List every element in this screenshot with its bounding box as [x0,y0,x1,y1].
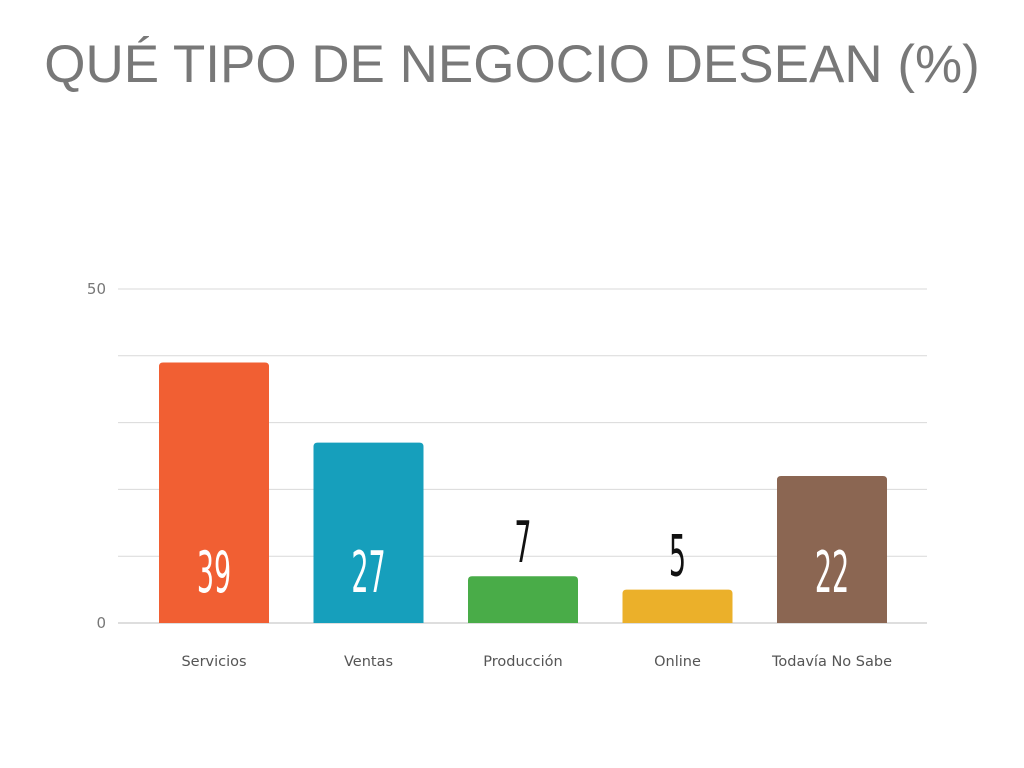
x-tick-label: Todavía No Sabe [771,654,892,670]
chart-title: QUÉ TIPO DE NEGOCIO DESEAN (%) [44,35,980,94]
bar [622,589,733,623]
x-tick-label: Ventas [344,654,393,670]
bar [777,476,887,623]
y-tick-label: 0 [96,614,106,632]
data-label: 39 [197,541,231,606]
x-tick-label: Producción [483,654,562,670]
x-tick-label: Servicios [181,654,246,670]
bar [313,442,424,623]
x-tick-label: Online [654,654,701,670]
bar [159,362,269,623]
data-label: 5 [669,525,686,590]
bar [468,576,578,623]
data-label: 27 [351,541,385,606]
data-label: 22 [815,541,849,606]
y-tick-label: 50 [87,280,106,298]
data-label: 7 [514,511,531,576]
